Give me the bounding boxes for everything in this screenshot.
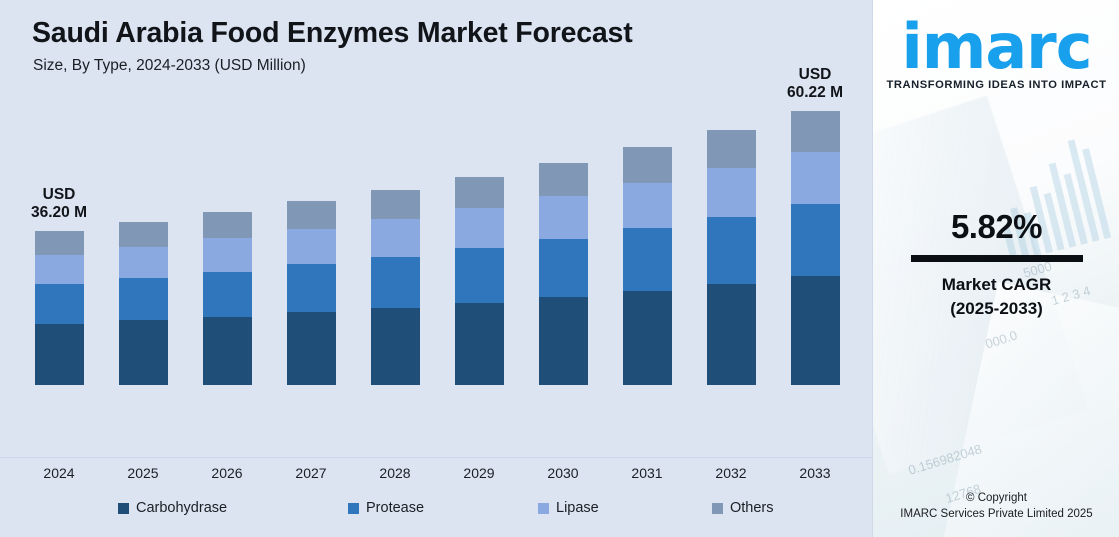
segment-others[interactable]	[538, 162, 588, 197]
x-axis-tick-2030: 2030	[547, 465, 579, 481]
segment-protease[interactable]	[538, 238, 588, 298]
x-axis-tick-2033: 2033	[799, 465, 831, 481]
segment-carbohydrase[interactable]	[790, 276, 840, 385]
segment-protease[interactable]	[34, 284, 84, 325]
chart-subtitle: Size, By Type, 2024-2033 (USD Million)	[33, 57, 306, 74]
plot-area: USD 36.20 M 2024 2025 2026 2027 2028 2029 2030 20…	[0, 66, 872, 481]
bar-2029[interactable]	[454, 176, 504, 385]
segment-carbohydrase[interactable]	[706, 283, 756, 385]
segment-lipase[interactable]	[790, 152, 840, 205]
segment-protease[interactable]	[286, 264, 336, 313]
value-label-unit: USD	[42, 185, 76, 203]
segment-protease[interactable]	[454, 248, 504, 303]
x-axis-tick-2032: 2032	[715, 465, 747, 481]
value-label-unit: USD	[798, 65, 832, 83]
legend-swatch-icon	[538, 502, 549, 514]
bar-2024[interactable]: USD 36.20 M	[31, 186, 87, 385]
legend-label: Carbohydrase	[136, 500, 228, 516]
copyright-line-2: IMARC Services Private Limited 2025	[900, 508, 1093, 521]
segment-others[interactable]	[34, 231, 84, 255]
segment-others[interactable]	[454, 176, 504, 209]
segment-carbohydrase[interactable]	[34, 324, 84, 385]
legend-label: Protease	[366, 500, 425, 516]
watermark-number: 000.0	[983, 327, 1020, 352]
chart-panel: Saudi Arabia Food Enzymes Market Forecas…	[0, 17, 872, 524]
segment-others[interactable]	[706, 129, 756, 168]
segment-others[interactable]	[370, 189, 420, 220]
bar-2025[interactable]	[118, 221, 168, 385]
value-label-amount: 36.20 M	[30, 203, 88, 221]
bar-2027[interactable]	[286, 201, 336, 385]
copyright-line-1: © Copyright	[966, 491, 1027, 504]
bar-value-label-2033: USD 60.22 M	[787, 66, 843, 103]
legend-item-carbohydrase[interactable]: Carbohydrase	[118, 500, 227, 516]
watermark-number: 0.156982048	[906, 441, 984, 478]
segment-carbohydrase[interactable]	[538, 297, 588, 385]
x-axis-tick-2031: 2031	[631, 465, 663, 481]
bar-value-label-2024: USD 36.20 M	[31, 186, 87, 223]
segment-lipase[interactable]	[538, 196, 588, 239]
segment-others[interactable]	[790, 111, 840, 153]
segment-protease[interactable]	[622, 228, 672, 291]
segment-others[interactable]	[622, 147, 672, 183]
segment-lipase[interactable]	[622, 182, 672, 229]
legend-label: Others	[730, 500, 774, 516]
cagr-label: Market CAGR	[941, 275, 1052, 294]
segment-carbohydrase[interactable]	[622, 290, 672, 385]
imarc-logo-wordmark: imarc	[901, 10, 1092, 83]
legend-label: Lipase	[556, 500, 599, 516]
legend-swatch-icon	[118, 502, 129, 514]
bar-2031[interactable]	[622, 147, 672, 385]
segment-protease[interactable]	[202, 271, 252, 317]
x-axis-tick-2024: 2024	[43, 465, 75, 481]
segment-lipase[interactable]	[202, 238, 252, 272]
cagr-block: 5.82% Market CAGR (2025-2033)	[873, 208, 1119, 321]
x-axis-line	[0, 457, 872, 458]
segment-carbohydrase[interactable]	[454, 302, 504, 385]
segment-others[interactable]	[202, 212, 252, 239]
cagr-period: (2025-2033)	[950, 299, 1043, 319]
segment-others[interactable]	[286, 201, 336, 230]
x-axis-tick-2025: 2025	[127, 465, 159, 481]
legend-swatch-icon	[712, 502, 723, 514]
segment-lipase[interactable]	[454, 208, 504, 249]
x-axis-tick-2028: 2028	[379, 465, 411, 481]
bar-2030[interactable]	[538, 162, 588, 385]
bar-2032[interactable]	[706, 129, 756, 385]
page-title: Saudi Arabia Food Enzymes Market Forecas…	[32, 17, 633, 49]
value-label-amount: 60.22 M	[786, 84, 844, 102]
segment-carbohydrase[interactable]	[118, 320, 168, 385]
chart-legend: Carbohydrase Protease Lipase Others	[0, 500, 872, 524]
copyright-notice: © Copyright IMARC Services Private Limit…	[873, 490, 1119, 523]
segment-carbohydrase[interactable]	[202, 316, 252, 385]
x-axis-tick-2027: 2027	[295, 465, 327, 481]
segment-lipase[interactable]	[118, 246, 168, 278]
legend-swatch-icon	[348, 502, 359, 514]
segment-protease[interactable]	[370, 256, 420, 308]
x-axis-tick-2026: 2026	[211, 465, 243, 481]
cagr-value: 5.82%	[950, 208, 1043, 245]
segment-lipase[interactable]	[34, 254, 84, 285]
imarc-tagline: TRANSFORMING IDEAS INTO IMPACT	[886, 78, 1107, 91]
legend-item-others[interactable]: Others	[712, 500, 774, 516]
x-axis-tick-2029: 2029	[463, 465, 495, 481]
segment-protease[interactable]	[706, 216, 756, 284]
segment-lipase[interactable]	[706, 167, 756, 217]
segment-carbohydrase[interactable]	[286, 312, 336, 385]
segment-protease[interactable]	[790, 204, 840, 277]
segment-others[interactable]	[118, 221, 168, 247]
legend-item-protease[interactable]: Protease	[348, 500, 424, 516]
segment-lipase[interactable]	[370, 219, 420, 257]
brand-panel: 5000 1 2 3 4 0.156982048 12768 000.0 ima…	[872, 0, 1119, 537]
bar-2026[interactable]	[202, 212, 252, 385]
bar-2033[interactable]: USD 60.22 M	[787, 66, 843, 385]
cagr-divider	[910, 255, 1083, 262]
segment-carbohydrase[interactable]	[370, 307, 420, 385]
imarc-logo: imarc TRANSFORMING IDEAS INTO IMPACT	[873, 10, 1119, 91]
segment-protease[interactable]	[118, 277, 168, 321]
bar-2028[interactable]	[370, 189, 420, 385]
segment-lipase[interactable]	[286, 229, 336, 265]
legend-item-lipase[interactable]: Lipase	[538, 500, 599, 516]
